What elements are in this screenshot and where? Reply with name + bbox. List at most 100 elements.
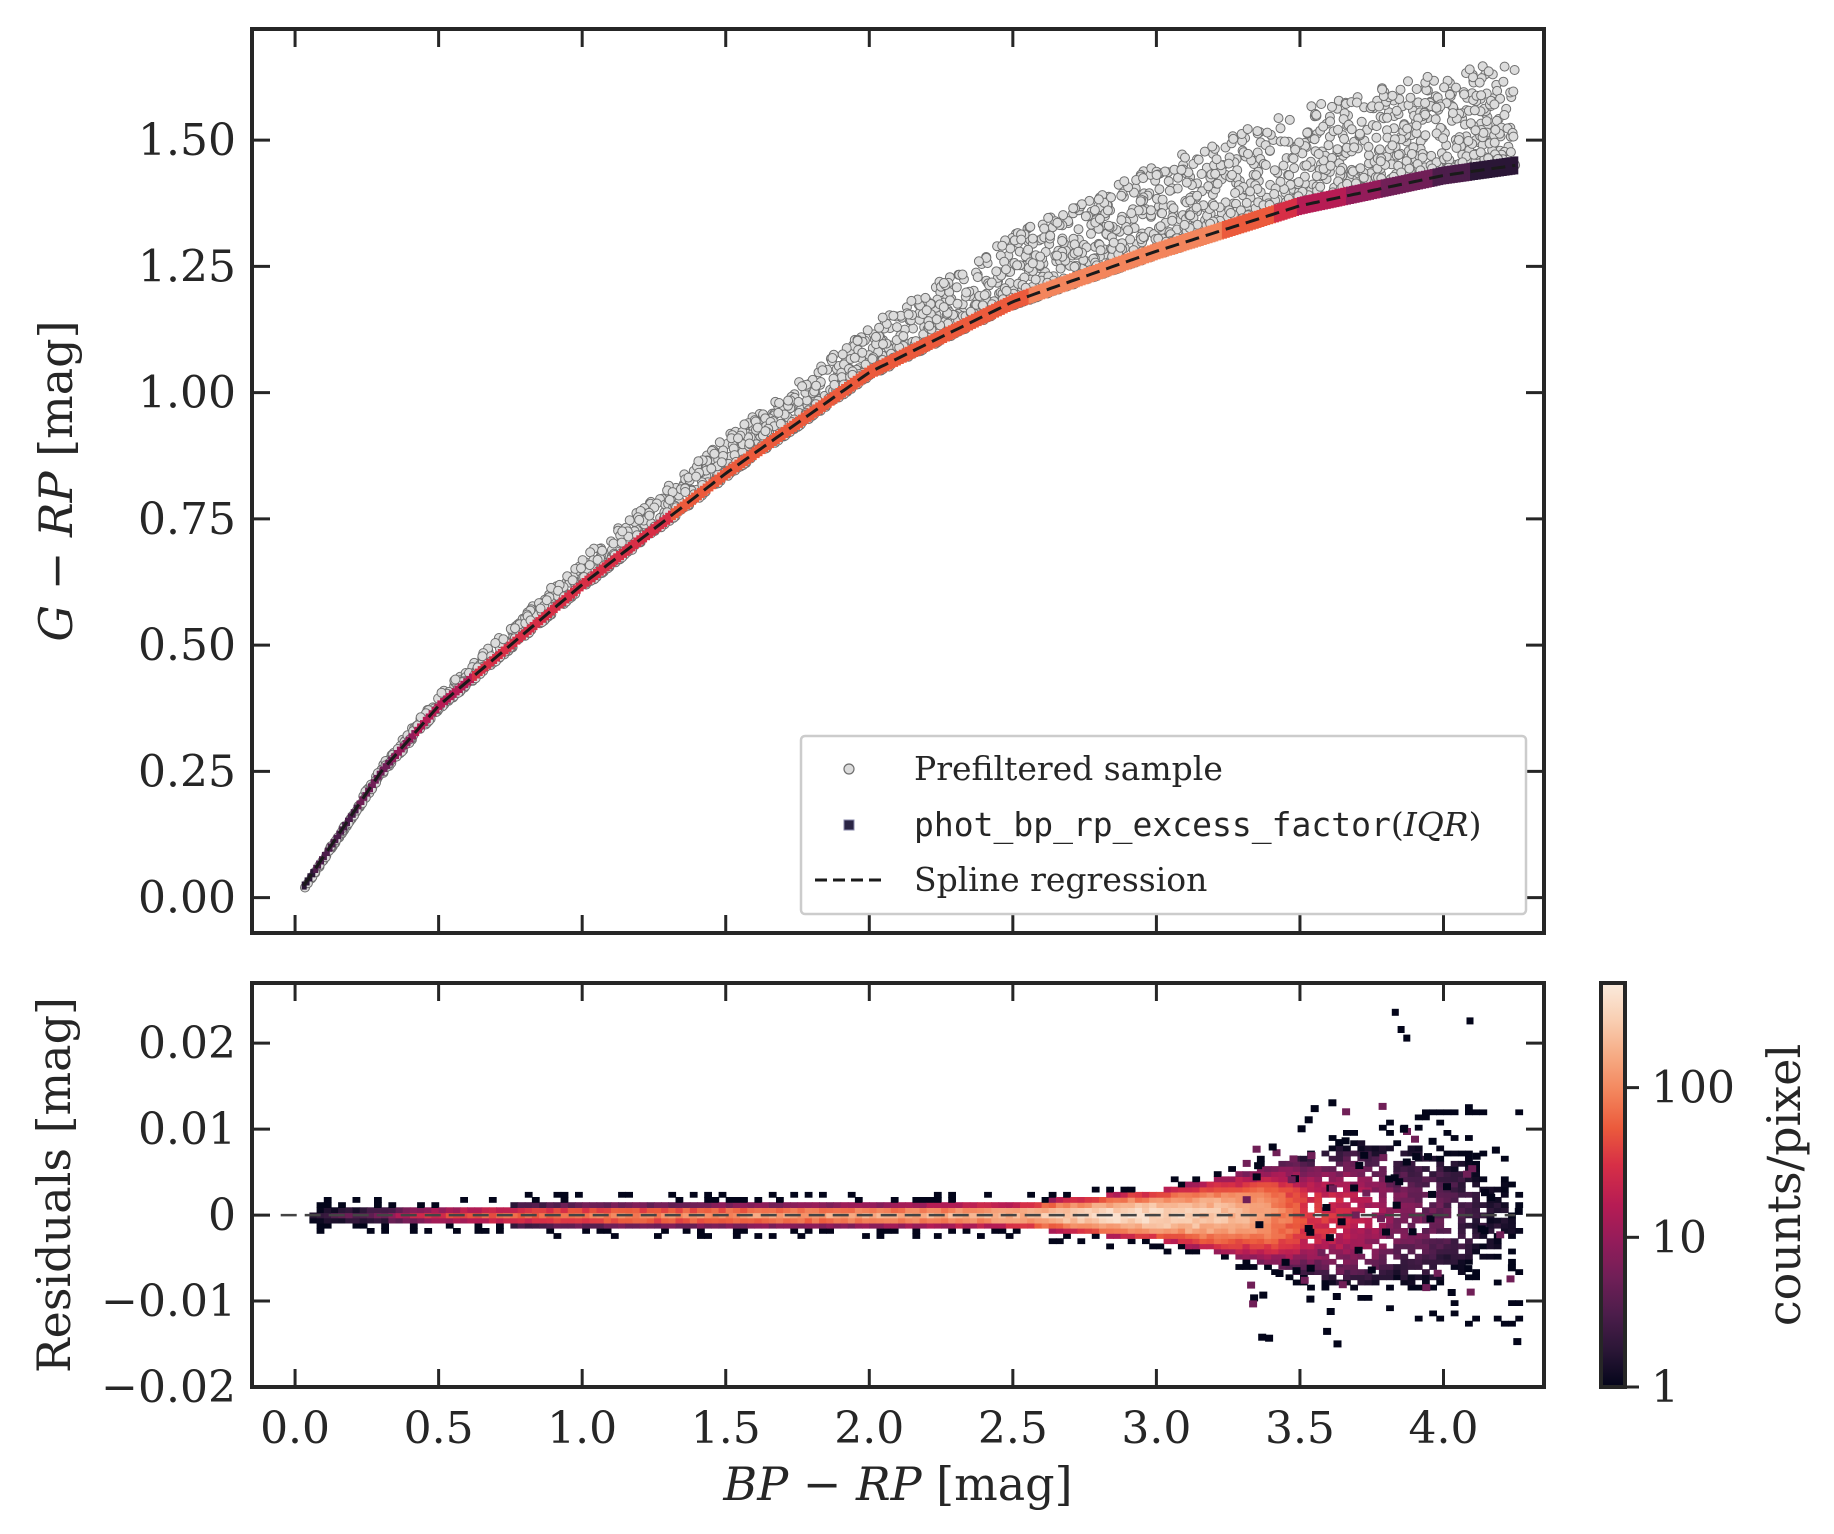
- heatmap-cell: [704, 1217, 712, 1224]
- heatmap-cell: [618, 1207, 626, 1214]
- prefiltered-point: [541, 595, 552, 606]
- heatmap-cell: [1170, 1197, 1179, 1203]
- heatmap-cell: [1400, 1212, 1409, 1219]
- heatmap-outlier: [1304, 1225, 1313, 1232]
- prefiltered-point: [490, 638, 501, 648]
- heatmap-outlier: [1272, 1149, 1281, 1157]
- heatmap-cell: [1242, 1258, 1251, 1265]
- heatmap-cell: [1034, 1222, 1043, 1229]
- heatmap-cell: [1149, 1233, 1157, 1239]
- band-segment: [803, 410, 809, 424]
- heatmap-cell: [668, 1202, 677, 1208]
- heatmap-cell: [496, 1228, 504, 1234]
- band-segment: [910, 344, 916, 359]
- heatmap-cell: [1192, 1243, 1201, 1250]
- heatmap-cell: [1400, 1202, 1409, 1208]
- heatmap-cell: [1500, 1217, 1509, 1224]
- heatmap-cell: [531, 1202, 540, 1208]
- x-tick-label: 4.0: [1409, 1403, 1479, 1454]
- heatmap-cell: [1300, 1238, 1308, 1245]
- heatmap-cell: [962, 1202, 971, 1208]
- heatmap-cell: [948, 1197, 956, 1203]
- heatmap-cell: [1343, 1171, 1351, 1177]
- heatmap-cell: [1127, 1207, 1136, 1214]
- heatmap-cell: [1465, 1191, 1473, 1198]
- heatmap-cell: [1091, 1207, 1100, 1214]
- band-segment: [1322, 191, 1328, 210]
- heatmap-cell: [1422, 1279, 1430, 1286]
- heatmap-cell: [1371, 1202, 1380, 1208]
- heatmap-cell: [1213, 1181, 1222, 1188]
- heatmap-cell: [1292, 1166, 1301, 1172]
- heatmap-cell: [1364, 1233, 1373, 1239]
- heatmap-cell: [1170, 1207, 1179, 1214]
- heatmap-cell: [1400, 1150, 1409, 1157]
- heatmap-outlier: [1422, 1284, 1431, 1292]
- heatmap-cell: [596, 1207, 605, 1214]
- heatmap-cell: [675, 1222, 684, 1229]
- prefiltered-point: [979, 290, 990, 301]
- heatmap-cell: [610, 1222, 619, 1229]
- heatmap-cell: [467, 1207, 476, 1214]
- heatmap-outlier: [1300, 1276, 1309, 1284]
- heatmap-cell: [1500, 1207, 1509, 1214]
- heatmap-cell: [948, 1212, 956, 1219]
- heatmap-cell: [1472, 1207, 1480, 1214]
- heatmap-cell: [1500, 1181, 1509, 1188]
- heatmap-cell: [1443, 1197, 1452, 1203]
- heatmap-cell: [1099, 1228, 1107, 1234]
- prefiltered-point: [1315, 181, 1326, 192]
- band-segment: [852, 375, 858, 390]
- heatmap-cell: [1192, 1222, 1201, 1229]
- heatmap-cell: [381, 1222, 389, 1229]
- heatmap-outlier: [1402, 1158, 1411, 1166]
- heatmap-cell: [1364, 1202, 1373, 1208]
- heatmap-cell: [1465, 1222, 1473, 1229]
- heatmap-cell: [388, 1202, 397, 1208]
- heatmap-cell: [1055, 1228, 1064, 1234]
- residuals-heatmap: [309, 1008, 1524, 1348]
- heatmap-cell: [1364, 1217, 1373, 1224]
- prefiltered-point: [1391, 105, 1402, 116]
- heatmap-cell: [575, 1217, 583, 1224]
- heatmap-cell: [1422, 1109, 1430, 1116]
- heatmap-cell: [1450, 1181, 1459, 1188]
- heatmap-cell: [610, 1202, 619, 1208]
- heatmap-cell: [1285, 1191, 1294, 1198]
- prefiltered-point: [1464, 64, 1475, 75]
- heatmap-cell: [359, 1207, 368, 1214]
- heatmap-cell: [1300, 1222, 1308, 1229]
- heatmap-cell: [1407, 1279, 1416, 1286]
- heatmap-cell: [1364, 1166, 1373, 1172]
- heatmap-cell: [1177, 1207, 1186, 1214]
- heatmap-cell: [1300, 1233, 1308, 1239]
- heatmap-cell: [1508, 1258, 1516, 1265]
- heatmap-cell: [883, 1207, 892, 1214]
- heatmap-cell: [1422, 1258, 1430, 1265]
- heatmap-cell: [1343, 1238, 1351, 1245]
- band-segment: [1467, 162, 1473, 181]
- heatmap-cell: [1314, 1238, 1323, 1245]
- heatmap-cell: [1249, 1207, 1258, 1214]
- heatmap-cell: [639, 1207, 648, 1214]
- band-segment: [333, 834, 339, 844]
- heatmap-cell: [1206, 1222, 1215, 1229]
- heatmap-cell: [1393, 1186, 1402, 1193]
- heatmap-cell: [1357, 1140, 1366, 1147]
- heatmap-cell: [1472, 1315, 1480, 1322]
- prefiltered-point: [1225, 208, 1236, 218]
- heatmap-cell: [1278, 1243, 1287, 1250]
- heatmap-cell: [1386, 1207, 1394, 1214]
- heatmap-cell: [1328, 1166, 1337, 1172]
- heatmap-cell: [1343, 1243, 1351, 1250]
- heatmap-outlier: [1480, 1227, 1489, 1235]
- heatmap-cell: [1407, 1284, 1416, 1291]
- heatmap-cell: [1343, 1269, 1351, 1275]
- heatmap-cell: [1472, 1197, 1480, 1203]
- heatmap-outlier: [1392, 1201, 1401, 1209]
- heatmap-cell: [1321, 1191, 1330, 1198]
- heatmap-cell: [1192, 1228, 1201, 1234]
- heatmap-cell: [1386, 1233, 1394, 1239]
- heatmap-cell: [1450, 1166, 1459, 1172]
- heatmap-cell: [1235, 1212, 1244, 1219]
